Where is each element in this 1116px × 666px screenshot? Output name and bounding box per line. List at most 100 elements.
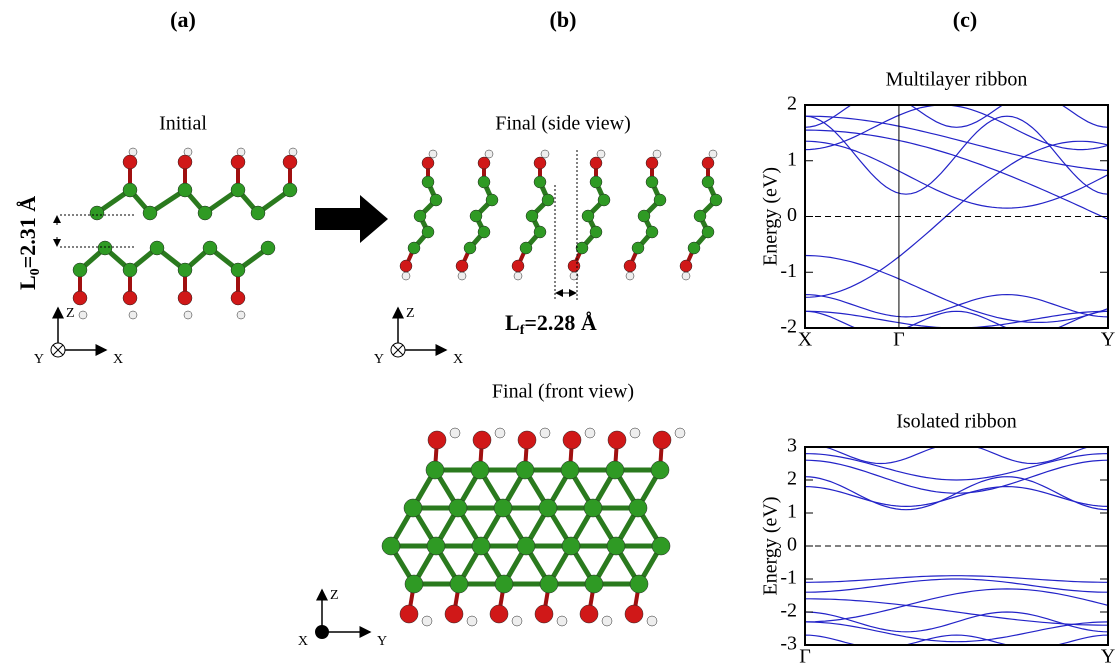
atom <box>408 242 420 254</box>
atom <box>590 157 602 169</box>
atom <box>231 291 245 305</box>
atom <box>590 226 602 238</box>
y-tick-label: 0 <box>787 204 797 226</box>
atom <box>464 242 476 254</box>
atom <box>283 155 297 169</box>
atom <box>478 226 490 238</box>
atom <box>647 616 657 626</box>
panel-label: (c) <box>953 7 977 32</box>
y-axis-label: Energy (eV) <box>760 496 782 595</box>
atom <box>682 272 690 280</box>
atom <box>694 210 706 222</box>
atom <box>514 272 522 280</box>
atom <box>402 272 410 280</box>
band <box>805 295 1108 317</box>
atom <box>568 260 580 272</box>
band <box>805 94 1108 127</box>
atom <box>539 499 557 517</box>
atom <box>472 537 490 555</box>
band <box>805 487 1108 507</box>
band <box>805 622 1108 642</box>
plot-title: Isolated ribbon <box>896 411 1017 433</box>
atom <box>688 242 700 254</box>
atom <box>542 194 554 206</box>
atom <box>602 616 612 626</box>
value: =2.28 Å <box>524 310 597 335</box>
atom <box>422 157 434 169</box>
panel-title: Initial <box>159 113 207 135</box>
atom <box>495 575 513 593</box>
atom <box>178 291 192 305</box>
atom <box>73 291 87 305</box>
atom <box>400 605 418 623</box>
atom <box>651 461 669 479</box>
x-tick-label: Y <box>1101 329 1115 351</box>
axis-label: X <box>453 352 463 367</box>
axis-label: Z <box>330 588 339 603</box>
atom <box>430 194 442 206</box>
band <box>805 589 1108 622</box>
axis-label: Y <box>34 352 44 367</box>
atom <box>534 226 546 238</box>
band <box>805 460 1108 493</box>
atom <box>606 461 624 479</box>
atom <box>534 157 546 169</box>
atom <box>632 242 644 254</box>
distance-symbol: L0=2.31 Å <box>15 196 43 290</box>
atom <box>123 183 137 197</box>
atom <box>597 150 605 158</box>
atom <box>702 176 714 188</box>
atom <box>178 155 192 169</box>
y-tick-label: 2 <box>787 93 797 115</box>
y-tick-label: 3 <box>787 435 797 457</box>
atom <box>582 210 594 222</box>
axis-label: X <box>113 352 123 367</box>
atom <box>520 242 532 254</box>
atom <box>123 263 137 277</box>
atom <box>445 605 463 623</box>
y-tick-label: 1 <box>787 501 797 523</box>
atom <box>629 499 647 517</box>
symbol: L <box>505 310 520 335</box>
atom <box>471 461 489 479</box>
panel-title: Final (front view) <box>492 381 634 403</box>
atom <box>702 226 714 238</box>
y-tick-label: 0 <box>787 534 797 556</box>
atom <box>450 428 460 438</box>
atom <box>450 575 468 593</box>
atom <box>646 226 658 238</box>
y-tick-label: -1 <box>780 260 797 282</box>
symbol: L <box>15 275 40 290</box>
atom <box>646 176 658 188</box>
atom <box>518 431 536 449</box>
y-tick-label: -1 <box>780 567 797 589</box>
atom <box>467 616 477 626</box>
x-tick-label: Y <box>1101 646 1115 666</box>
atom <box>625 605 643 623</box>
panel-title: Final (side view) <box>495 113 631 135</box>
y-tick-label: 1 <box>787 148 797 170</box>
band <box>805 256 1108 323</box>
atom <box>562 537 580 555</box>
atom <box>638 210 650 222</box>
y-axis-label: Energy (eV) <box>760 167 782 266</box>
atom <box>456 260 468 272</box>
atom <box>382 537 400 555</box>
atom <box>422 176 434 188</box>
atom <box>458 272 466 280</box>
atom <box>178 263 192 277</box>
atom <box>624 260 636 272</box>
x-tick-label: Γ <box>799 646 811 666</box>
atom <box>426 461 444 479</box>
atom <box>534 176 546 188</box>
atom <box>90 206 104 220</box>
atom <box>580 605 598 623</box>
axis-label: Z <box>406 306 415 321</box>
atom <box>512 260 524 272</box>
atom <box>561 461 579 479</box>
atom <box>427 537 445 555</box>
panel-label: (a) <box>170 7 196 32</box>
atom <box>473 431 491 449</box>
atom <box>478 176 490 188</box>
